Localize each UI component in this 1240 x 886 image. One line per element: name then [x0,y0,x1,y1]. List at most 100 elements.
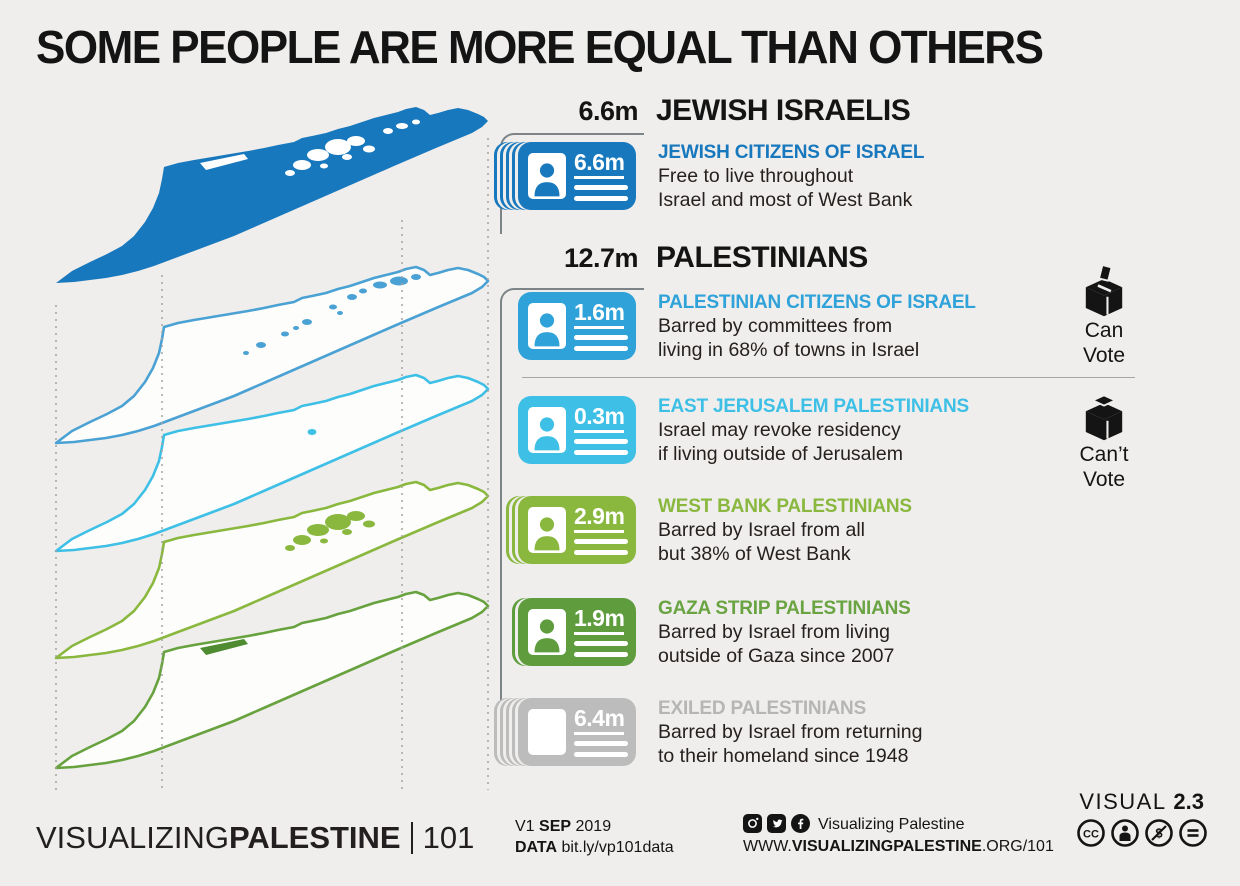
photo-box [528,303,566,349]
data-label: DATA [515,839,558,856]
card-text-bar [574,652,628,657]
social-links: Visualizing Palestine WWW.VISUALIZINGPAL… [743,814,1054,858]
cc-nd-icon [1179,819,1207,847]
url-prefix: WWW. [743,838,792,855]
vote-label: Can [1084,319,1124,342]
row-description-line: Barred by Israel from returning [658,721,923,743]
id-card-jewish-citizens: 6.6m [518,142,636,210]
card-text-bar [574,196,628,201]
version-info: V1 SEP 2019 DATA bit.ly/vp101data [515,816,674,858]
cant-vote-indicator: Can’t Vote [1054,390,1154,492]
row-heading: GAZA STRIP PALESTINIANS [658,598,911,619]
group-header-jewish-israelis: 6.6m JEWISH ISRAELIS [510,94,910,128]
card-value: 6.4m [574,707,625,735]
photo-box [528,407,566,453]
card-text-bar [574,741,628,746]
card-text-bar [574,346,628,351]
card-text-bar [574,439,628,444]
row-description-line: if living outside of Jerusalem [658,443,903,465]
photo-box [528,507,566,553]
photo-box [528,153,566,199]
card-value: 1.6m [574,301,625,329]
map-guide-dotted-lines [55,138,489,790]
logo-part-light: VISUALIZING [36,820,229,855]
map-layer-east-jerusalem [54,373,490,553]
group-total: 12.7m [563,243,639,273]
instagram-icon[interactable] [743,814,762,833]
row-gaza-strip: 1.9m GAZA STRIP PALESTINIANS Barred by I… [518,598,911,668]
row-heading: EAST JERUSALEM PALESTINIANS [658,396,969,417]
visual-version: 2.3 [1173,789,1204,814]
cc-by-icon [1111,819,1139,847]
row-description-line: Barred by committees from [658,315,893,337]
map-layer-palestinian-citizens [54,265,490,445]
person-icon [534,417,560,451]
website-url[interactable]: WWW.VISUALIZINGPALESTINE.ORG/101 [743,836,1054,858]
person-icon [534,619,560,653]
card-text-bar [574,550,628,555]
row-description-line: to their homeland since 1948 [658,745,909,767]
card-text-bar [574,450,628,455]
facebook-icon[interactable] [791,814,810,833]
map-layer-jewish-access [56,107,488,283]
map-stack [54,107,490,790]
creative-commons-license: CC $ [1076,818,1208,848]
row-palestinian-citizens: 1.6m PALESTINIAN CITIZENS OF ISRAEL Barr… [518,292,976,362]
row-description-line: Free to live throughout [658,165,854,187]
id-card-gaza-strip: 1.9m [518,598,636,666]
row-description-line: Barred by Israel from all [658,519,865,541]
card-value: 2.9m [574,505,625,533]
row-description-line: Israel and most of West Bank [658,189,913,211]
id-card-east-jerusalem: 0.3m [518,396,636,464]
row-exiled: 6.4m EXILED PALESTINIANS Barred by Israe… [518,698,922,768]
vote-label: Vote [1082,468,1126,491]
card-text-bar [574,752,628,757]
group-bracket-jewish [500,133,644,234]
group-total: 6.6m [578,96,638,126]
row-heading: WEST BANK PALESTINIANS [658,496,912,517]
id-card-palestinian-citizens: 1.6m [518,292,636,360]
visual-word: VISUAL [1079,789,1166,814]
card-text-bar [574,539,628,544]
url-bold: VISUALIZINGPALESTINE [791,838,982,855]
card-value: 1.9m [574,607,625,635]
row-jewish-citizens: 6.6m JEWISH CITIZENS OF ISRAEL Free to l… [518,142,925,212]
card-value: 0.3m [574,405,625,433]
row-heading: PALESTINIAN CITIZENS OF ISRAEL [658,292,976,313]
logo-number: 101 [422,820,475,855]
social-handle: Visualizing Palestine [818,816,965,833]
map-layer-gaza [54,590,490,770]
card-value: 6.6m [574,151,625,179]
logo-part-bold: PALESTINE [228,820,401,855]
card-text-bar [574,185,628,190]
card-text-bar [574,641,628,646]
vote-label: Can’t [1079,443,1129,466]
row-description-line: Israel may revoke residency [658,419,901,441]
group-name: JEWISH ISRAELIS [656,94,911,127]
photo-box-blank [528,709,566,755]
logo-divider [410,822,413,854]
page-title: SOME PEOPLE ARE MORE EQUAL THAN OTHERS [36,22,1044,74]
card-text-bar [574,335,628,340]
group-header-palestinians: 12.7m PALESTINIANS [510,241,868,275]
url-suffix: .ORG/101 [981,838,1054,855]
row-description-line: Barred by Israel from living [658,621,890,643]
vote-label: Vote [1082,344,1126,367]
group-bracket-palestinians [500,288,644,752]
row-west-bank: 2.9m WEST BANK PALESTINIANS Barred by Is… [518,496,912,566]
data-link[interactable]: bit.ly/vp101data [561,839,674,856]
version-label: V1 [515,818,535,835]
svg-text:CC: CC [1083,829,1099,841]
ballot-box-closed-icon [1085,394,1123,441]
row-heading: EXILED PALESTINIANS [658,698,867,719]
version-year: 2019 [575,818,612,835]
row-description-line: outside of Gaza since 2007 [658,645,895,667]
visual-number: VISUAL 2.3 [1062,789,1204,815]
row-description-line: but 38% of West Bank [658,543,851,565]
id-card-west-bank: 2.9m [518,496,636,564]
twitter-icon[interactable] [767,814,786,833]
row-heading: JEWISH CITIZENS OF ISRAEL [658,142,925,163]
cc-icon: CC [1077,819,1105,847]
cc-nc-icon: $ [1145,819,1173,847]
